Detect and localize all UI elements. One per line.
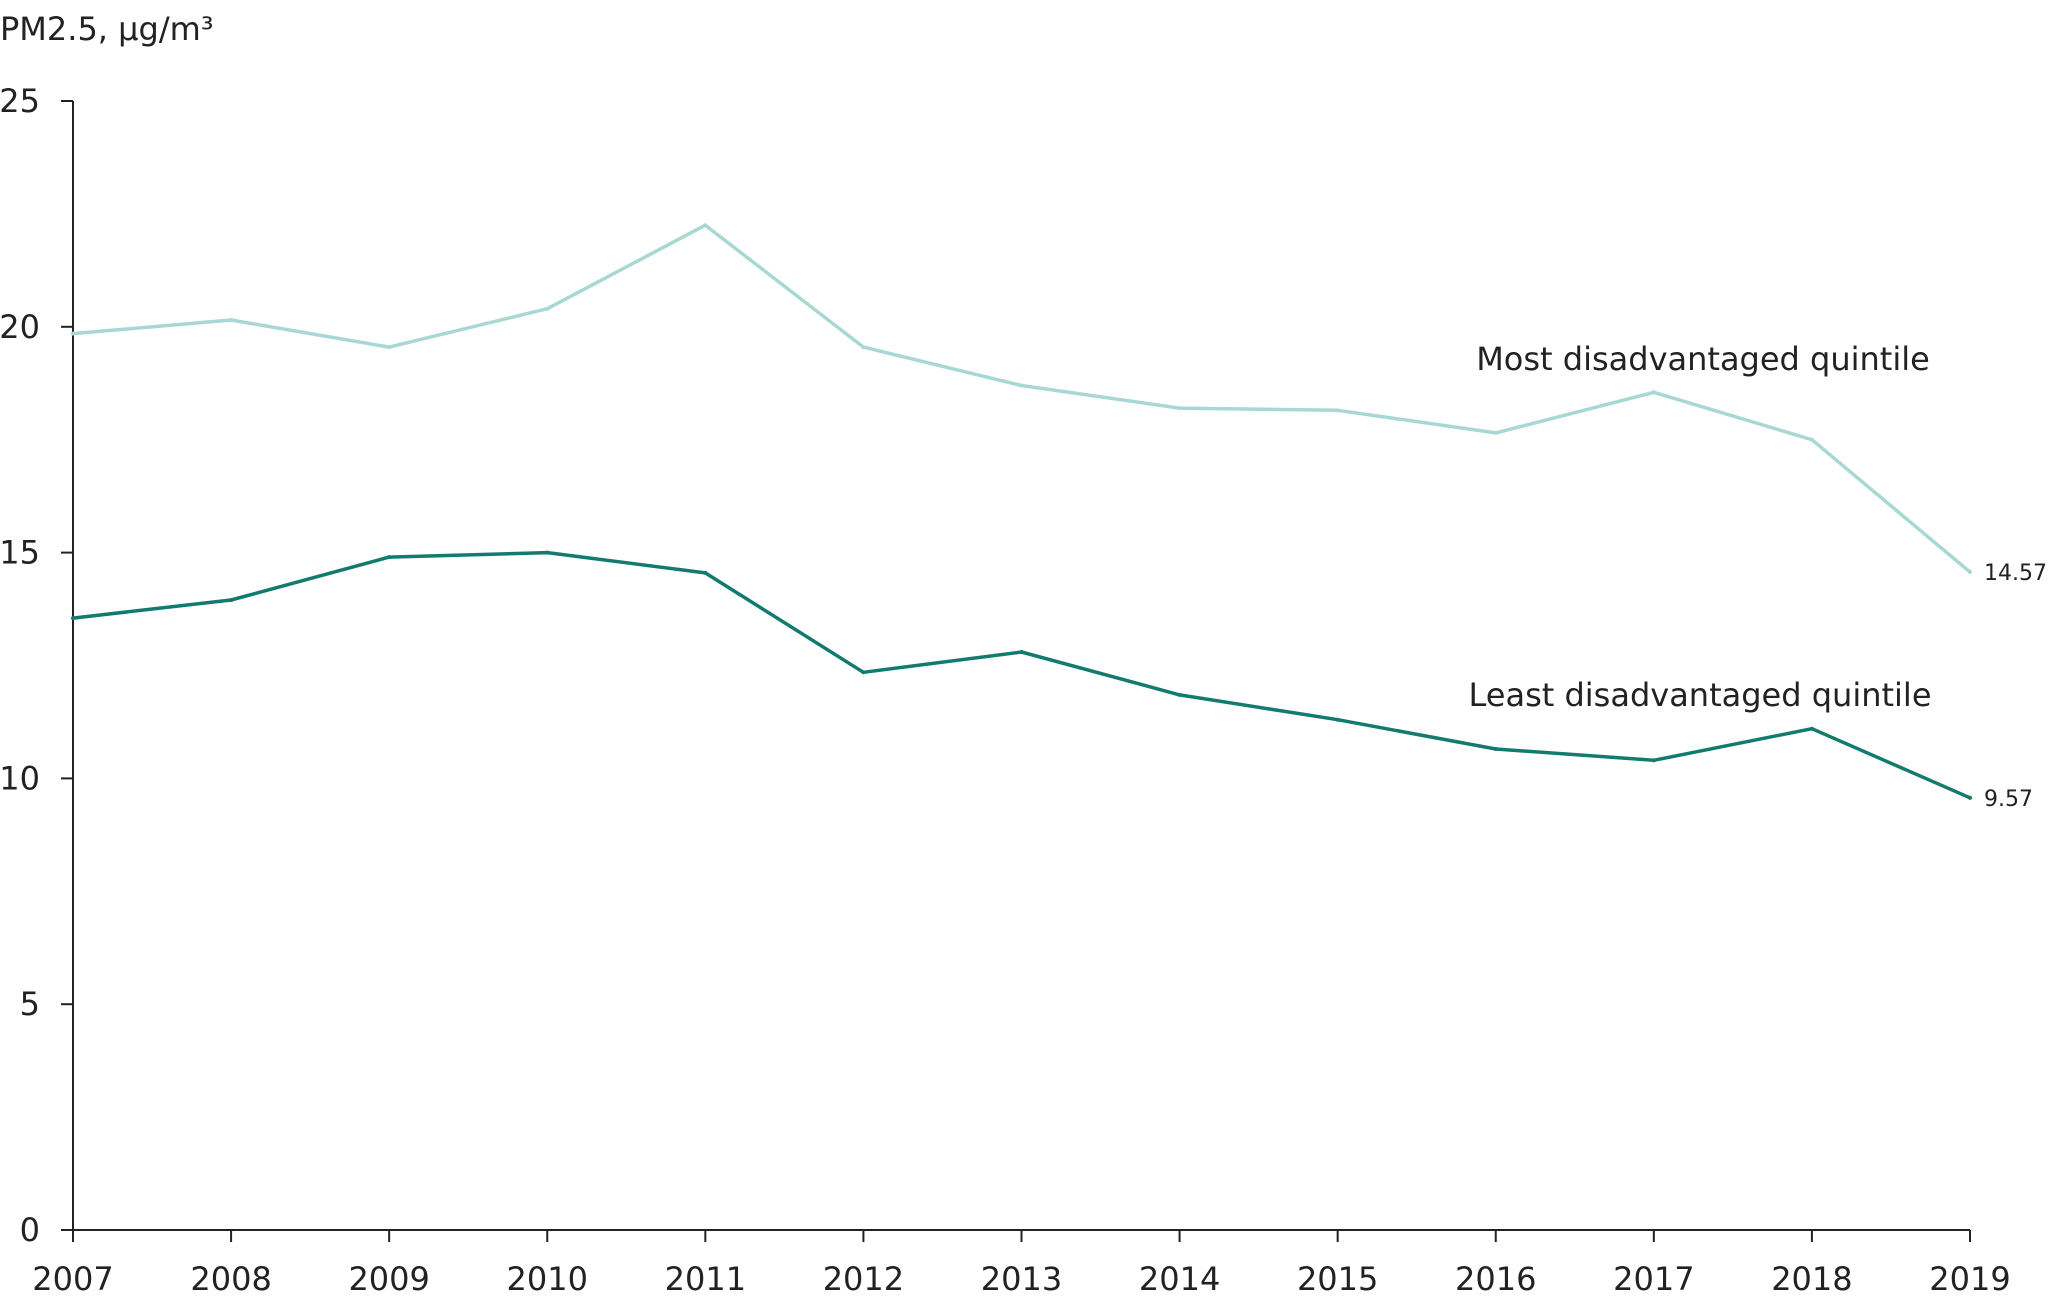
data-point — [1177, 406, 1182, 411]
data-point — [545, 550, 550, 555]
y-tick-label: 5 — [20, 985, 40, 1023]
x-tick-label: 2015 — [1297, 1260, 1378, 1298]
x-tick-label: 2009 — [348, 1260, 429, 1298]
data-point — [229, 598, 234, 603]
data-point — [1493, 430, 1498, 435]
y-axis-title: PM2.5, μg/m³ — [0, 10, 214, 48]
data-point — [545, 306, 550, 311]
data-point — [1493, 747, 1498, 752]
data-point — [71, 616, 75, 621]
y-tick-label: 25 — [0, 82, 40, 120]
data-point — [1335, 408, 1340, 413]
data-point — [1968, 795, 1972, 800]
data-point — [1968, 570, 1972, 575]
axes: 0 5 10 15 20 25 2007 2008 2009 2010 2011 2012 2013 20… — [0, 82, 2011, 1298]
x-tick-label: 2008 — [190, 1260, 271, 1298]
data-point — [1177, 692, 1182, 697]
x-tick-label: 2013 — [981, 1260, 1062, 1298]
series-label: Most disadvantaged quintile — [1476, 340, 1930, 378]
data-point — [1809, 726, 1814, 731]
data-point — [1651, 390, 1656, 395]
data-point — [703, 223, 708, 228]
data-point — [387, 345, 392, 350]
y-tick-label: 20 — [0, 308, 40, 346]
y-tick-label: 10 — [0, 759, 40, 797]
data-point — [387, 555, 392, 560]
x-tick-label: 2016 — [1455, 1260, 1536, 1298]
data-point — [71, 331, 75, 336]
x-tick-label: 2007 — [32, 1260, 113, 1298]
data-point — [229, 318, 234, 323]
data-point — [1335, 717, 1340, 722]
data-point — [1019, 649, 1024, 654]
end-value-label: 14.57 — [1984, 561, 2047, 586]
y-tick-label: 15 — [0, 534, 40, 572]
data-point — [703, 570, 708, 575]
data-point — [861, 345, 866, 350]
data-point — [1019, 383, 1024, 388]
end-value-label: 9.57 — [1984, 787, 2033, 812]
data-point — [1809, 437, 1814, 442]
series-label: Least disadvantaged quintile — [1469, 676, 1932, 714]
series-lines — [71, 223, 1972, 800]
data-point — [861, 670, 866, 675]
data-point — [1651, 758, 1656, 763]
x-tick-label: 2018 — [1771, 1260, 1852, 1298]
x-tick-label: 2012 — [823, 1260, 904, 1298]
series-line — [72, 223, 1972, 574]
x-tick-label: 2019 — [1929, 1260, 2010, 1298]
x-tick-label: 2017 — [1613, 1260, 1694, 1298]
x-tick-label: 2014 — [1139, 1260, 1220, 1298]
y-tick-label: 0 — [20, 1211, 40, 1249]
chart-labels: PM2.5, μg/m³ Most disadvantaged quintile… — [0, 10, 2047, 812]
x-tick-label: 2010 — [507, 1260, 588, 1298]
x-tick-label: 2011 — [665, 1260, 746, 1298]
